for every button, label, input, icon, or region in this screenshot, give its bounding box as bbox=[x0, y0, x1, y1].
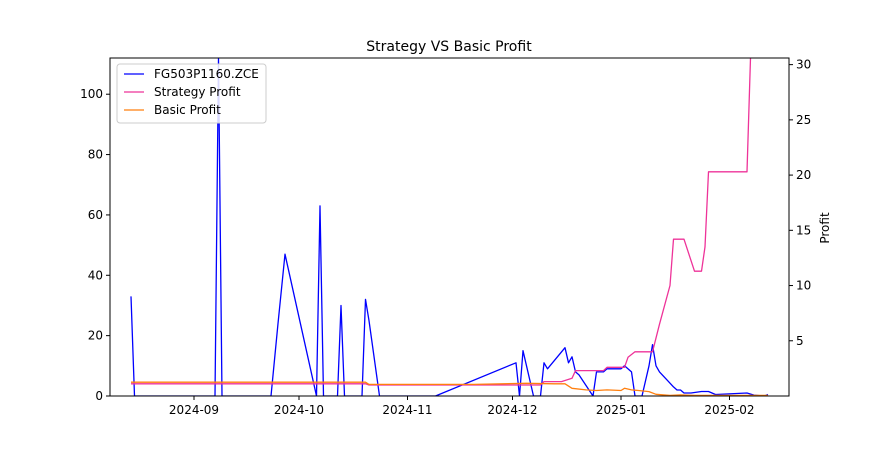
y-right-tick-label: 15 bbox=[796, 223, 811, 237]
x-tick-label: 2024-10 bbox=[274, 403, 324, 417]
y-axis-right-label: Profit bbox=[818, 212, 832, 244]
y-right-tick-label: 25 bbox=[796, 113, 811, 127]
x-tick-label: 2024-12 bbox=[487, 403, 537, 417]
y-left-tick-label: 40 bbox=[88, 268, 103, 282]
series-line-basic-profit bbox=[131, 381, 768, 396]
chart-title: Strategy VS Basic Profit bbox=[366, 39, 532, 55]
y-right-tick-label: 30 bbox=[796, 58, 811, 72]
legend-label-fg503p1160: FG503P1160.ZCE bbox=[154, 67, 259, 81]
x-tick-label: 2024-09 bbox=[169, 403, 219, 417]
series-line-strategy-profit bbox=[131, 58, 752, 386]
y-left-tick-label: 60 bbox=[88, 208, 103, 222]
x-tick-label: 2025-01 bbox=[596, 403, 646, 417]
y-left-tick-label: 20 bbox=[88, 329, 103, 343]
series-line-fg503p1160-zce bbox=[130, 58, 769, 396]
legend-label-basic-profit: Basic Profit bbox=[154, 103, 221, 117]
plot-area-frame bbox=[109, 57, 790, 397]
ticks: 2024-09 2024-10 2024-11 2024-12 2025-01 2025-… bbox=[80, 58, 811, 417]
y-right-tick-label: 10 bbox=[796, 279, 811, 293]
legend: FG503P1160.ZCE Strategy Profit Basic Pro… bbox=[116, 63, 267, 124]
y-left-tick-label: 100 bbox=[80, 87, 103, 101]
x-tick-label: 2024-11 bbox=[382, 403, 432, 417]
y-left-tick-label: 80 bbox=[88, 148, 103, 162]
y-right-tick-label: 5 bbox=[796, 334, 804, 348]
x-tick-label: 2025-02 bbox=[704, 403, 754, 417]
y-left-tick-label: 0 bbox=[95, 389, 103, 403]
y-right-tick-label: 20 bbox=[796, 168, 811, 182]
legend-box bbox=[116, 63, 267, 124]
legend-label-strategy-profit: Strategy Profit bbox=[154, 85, 241, 99]
plot-lines bbox=[130, 58, 769, 396]
